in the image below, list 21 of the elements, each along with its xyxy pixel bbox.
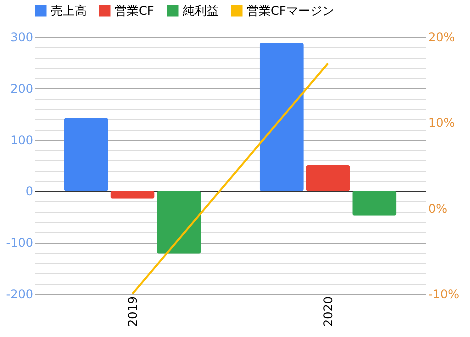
y2-tick-label: 0% — [428, 202, 448, 216]
y-tick-label: 100 — [10, 133, 34, 148]
legend-label: 売上高 — [51, 4, 87, 18]
bar — [260, 43, 304, 192]
bar — [352, 191, 397, 216]
bar — [157, 191, 202, 254]
bar — [306, 166, 350, 192]
y2-tick-label: -10% — [428, 288, 460, 302]
y2-tick-label: 20% — [428, 30, 456, 44]
y-tick-label: 0 — [26, 184, 34, 199]
y-tick-label: 300 — [10, 30, 34, 44]
legend-label: 営業CFマージン — [247, 4, 334, 18]
bar — [64, 118, 108, 192]
legend-label: 営業CF — [115, 4, 154, 18]
y-tick-label: -200 — [6, 288, 34, 302]
y2-tick-label: 10% — [428, 116, 456, 130]
y-tick-label: 200 — [10, 82, 34, 96]
x-tick-label: 2019 — [126, 296, 140, 328]
x-tick-label: 2020 — [321, 296, 336, 328]
y-tick-label: -100 — [6, 236, 34, 250]
legend-label: 純利益 — [183, 4, 219, 18]
